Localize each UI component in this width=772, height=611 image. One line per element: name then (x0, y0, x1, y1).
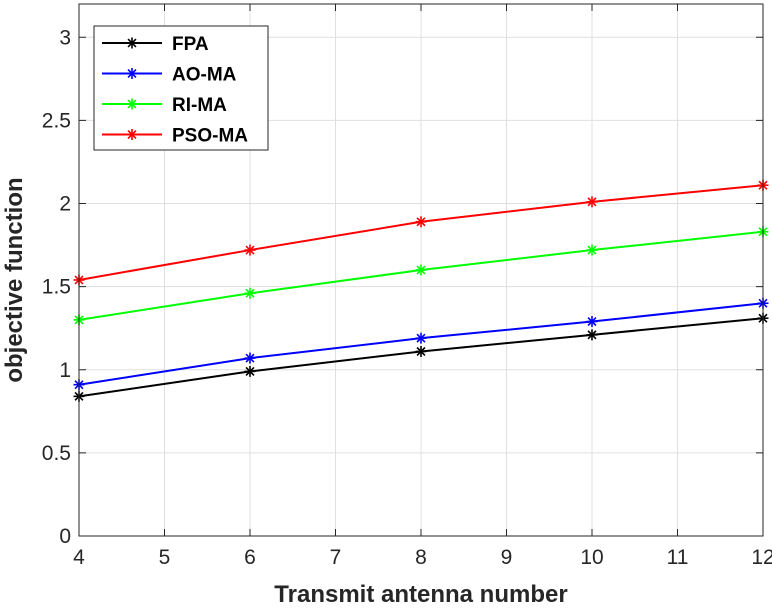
data-point-fpa (415, 345, 427, 357)
x-tick-label: 11 (667, 546, 689, 569)
x-tick-label: 6 (244, 546, 256, 569)
data-point-ri-ma (586, 244, 598, 256)
y-tick-label: 1.5 (42, 276, 71, 299)
tick-marks (78, 4, 764, 537)
series-ao-ma (73, 297, 769, 391)
x-axis-title: Transmit antenna number (274, 581, 567, 606)
legend-label-ri-ma: RI-MA (172, 95, 227, 116)
y-tick-label: 3 (59, 26, 71, 49)
data-point-fpa (244, 365, 256, 377)
legend-marker-pso-ma (126, 129, 138, 140)
x-tick-label: 12 (751, 546, 772, 569)
x-tick-label: 7 (330, 546, 342, 569)
legend-item-ao-ma: AO-MA (102, 65, 237, 86)
legend-label-ao-ma: AO-MA (172, 65, 237, 86)
legend-item-pso-ma: PSO-MA (102, 126, 248, 147)
x-tick-label: 9 (501, 546, 513, 569)
y-tick-label: 2 (59, 193, 71, 216)
legend: FPA AO-MA RI-MA PSO-MA (93, 25, 269, 151)
x-tick-label: 5 (159, 546, 171, 569)
data-point-ri-ma (415, 264, 427, 276)
legend-marker-fpa (126, 37, 138, 49)
data-point-pso-ma (244, 244, 256, 256)
legend-item-fpa: FPA (102, 34, 209, 55)
y-tick-label: 0.5 (42, 442, 71, 465)
y-tick-label: 1 (59, 359, 71, 382)
data-point-pso-ma (415, 216, 427, 228)
data-point-pso-ma (586, 196, 598, 208)
data-point-ao-ma (586, 316, 598, 328)
x-tick-label: 8 (415, 546, 427, 569)
y-tick-labels: 0 0.5 1 1.5 2 2.5 3 (42, 26, 71, 548)
x-tick-label: 10 (580, 546, 603, 569)
y-axis-title: objective function (1, 177, 28, 382)
data-point-ao-ma (244, 352, 256, 364)
data-point-ao-ma (415, 332, 427, 344)
legend-marker-ao-ma (126, 68, 138, 79)
x-tick-labels: 4 5 6 7 8 9 10 11 12 (73, 546, 772, 569)
legend-label-pso-ma: PSO-MA (172, 126, 248, 147)
legend-box (93, 25, 269, 151)
legend-label-fpa: FPA (172, 34, 209, 55)
y-tick-label: 2.5 (42, 109, 71, 132)
legend-item-ri-ma: RI-MA (102, 95, 227, 116)
data-point-fpa (586, 329, 598, 341)
legend-marker-ri-ma (126, 98, 138, 110)
x-tick-label: 4 (73, 546, 85, 569)
data-point-ri-ma (244, 287, 256, 299)
y-tick-label: 0 (59, 525, 71, 548)
series-layer (73, 179, 769, 402)
